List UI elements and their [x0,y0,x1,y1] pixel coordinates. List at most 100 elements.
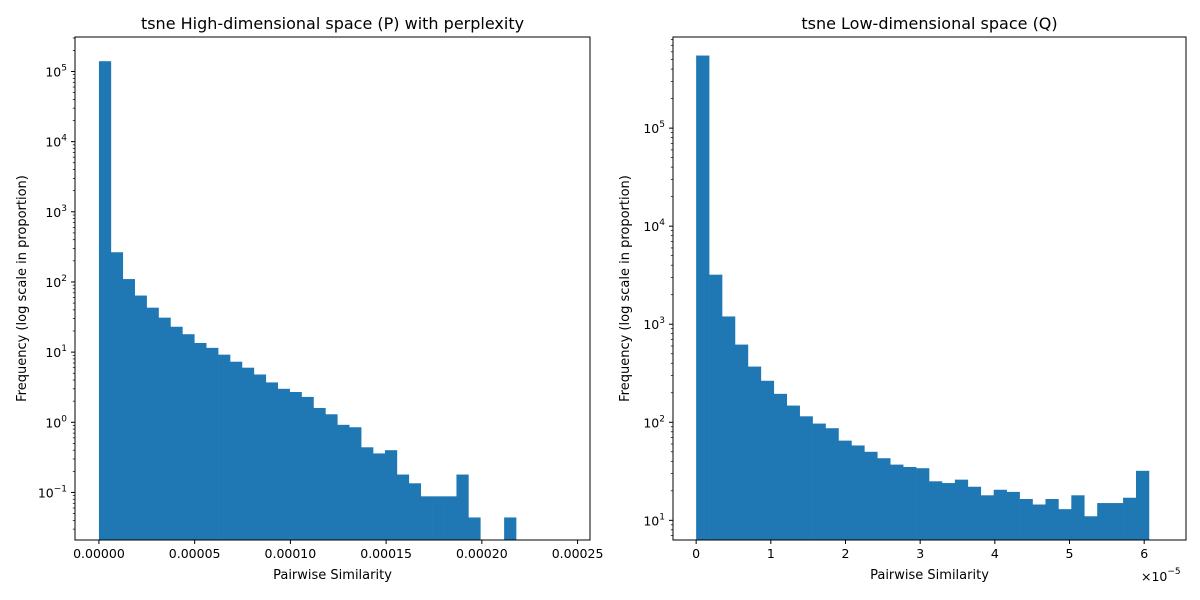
left-bar [110,252,124,540]
left-bar [122,279,135,540]
left-bar [325,414,338,540]
right-x-tick-label: 5 [1066,546,1074,561]
left-bar [134,295,147,540]
right-y-tick-label: 101 [643,512,665,528]
left-y-tick-label: 101 [45,344,67,360]
right-bar [1045,499,1059,540]
right-bar [799,416,813,540]
right-bar [890,464,904,540]
right-bar [734,344,749,540]
right-bar [1136,470,1150,540]
right-plot-frame [672,36,1187,541]
right-x-tick-label: 0 [692,546,700,561]
right-bar [851,445,865,540]
left-bar [361,447,374,540]
right-x-axis-label: Pairwise Similarity [870,568,989,583]
left-bar [253,374,267,540]
left-y-tick-label: 100 [45,414,67,430]
right-bar [1097,503,1111,540]
right-bar [1123,497,1137,540]
right-bar [1006,491,1020,540]
left-x-tick-label: 0.00005 [169,546,221,561]
right-bar [838,440,852,540]
right-bar [877,458,891,540]
right-bar [954,479,969,540]
left-y-tick-label: 105 [45,63,67,79]
right-bar [1110,503,1124,540]
right-bar [709,274,723,540]
left-bar [373,453,386,540]
right-bar [929,481,943,540]
right-bar [1019,499,1033,540]
left-y-tick-label: 104 [45,134,67,150]
left-y-tick-label: 10−1 [38,484,67,500]
right-y-tick-label: 102 [643,414,665,430]
left-x-tick-label: 0.00000 [73,546,125,561]
right-x-tick-label: 1 [767,546,775,561]
right-bar [825,428,839,540]
right-bar [812,423,826,540]
right-x-tick-label: 3 [916,546,924,561]
left-x-tick-label: 0.00015 [360,546,412,561]
left-bar [206,347,219,540]
left-bar [396,474,410,540]
right-bar [1071,495,1085,540]
left-bar [158,317,171,540]
left-bar [349,427,362,540]
right-y-ticks: 101 102 103 104 105 [643,39,673,536]
left-bar [408,483,422,540]
right-chart-title: tsne Low-dimensional space (Q) [801,14,1057,33]
left-bar [313,407,326,540]
right-bar [722,316,736,540]
right-bar [1058,509,1072,540]
right-bar [1032,504,1046,540]
right-bar [903,466,917,540]
right-x-offset-label: ×10−5 [1141,567,1181,584]
right-bar [993,489,1007,540]
right-y-tick-label: 104 [643,218,665,234]
left-bar [384,450,398,540]
left-bar [146,307,159,540]
left-bar [241,367,255,540]
left-bar [98,61,112,540]
left-bar [432,496,445,540]
right-x-tick-label: 6 [1140,546,1148,561]
right-bar [786,405,800,540]
right-bar [747,366,762,540]
right-chart: 0 1 2 3 4 5 6 101 102 103 104 105 tsne Low-dimensi… [618,14,1187,584]
left-y-tick-label: 103 [45,204,67,220]
left-bars [98,61,517,540]
right-y-tick-label: 105 [643,120,665,136]
left-bar [420,496,433,540]
left-bar [182,334,195,540]
left-bar [301,396,314,540]
left-bar [170,326,183,540]
right-x-tick-label: 2 [842,546,850,561]
right-bar [980,495,994,540]
left-x-tick-label: 0.00010 [265,546,317,561]
left-bar [444,496,457,540]
right-bar [941,483,956,540]
right-bar [916,468,930,540]
right-bar [696,55,710,540]
left-x-axis-label: Pairwise Similarity [273,568,392,583]
right-x-ticks: 0 1 2 3 4 5 6 [692,540,1148,561]
left-x-tick-label: 0.00020 [456,546,508,561]
right-y-tick-label: 103 [643,316,665,332]
right-bar [1084,516,1098,540]
left-chart-title: tsne High-dimensional space (P) with per… [141,14,524,33]
left-chart: 0.00000 0.00005 0.00010 0.00015 0.00020 0.000… [15,14,603,583]
left-y-ticks: 10−1 100 101 102 103 104 105 [38,37,75,530]
right-bars [696,55,1150,540]
left-bar [289,392,302,540]
left-bar [218,354,231,540]
left-bar [194,342,207,540]
right-bar [864,451,878,540]
left-bar [504,517,517,540]
left-bar [230,361,243,540]
left-y-axis-label: Frequency (log scale in proportion) [15,175,30,402]
left-bar [265,382,278,540]
left-x-tick-label: 0.00025 [552,546,604,561]
left-bar [456,474,469,540]
